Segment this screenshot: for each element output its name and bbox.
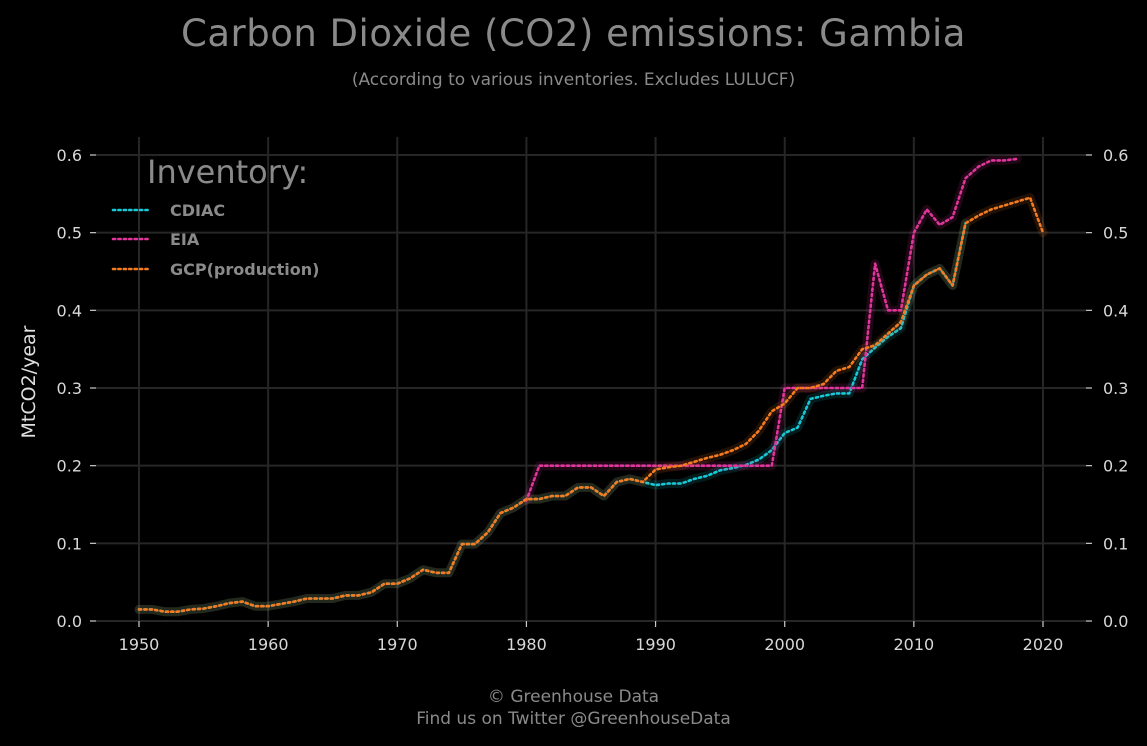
y-tick-label-right: 0.3 — [1103, 379, 1128, 398]
y-tick-label-left: 0.6 — [57, 146, 82, 165]
series-lines — [134, 154, 1048, 617]
y-tick-label-left: 0.2 — [57, 457, 82, 476]
x-tick-label: 1960 — [248, 635, 289, 654]
legend-label-2: EIA — [170, 230, 200, 249]
y-tick-label-right: 0.1 — [1103, 534, 1128, 553]
y-tick-label-left: 0.4 — [57, 301, 82, 320]
series-glow-2 — [521, 154, 1022, 506]
y-tick-label-right: 0.4 — [1103, 301, 1128, 320]
axes: 1950 1960 1970 1980 1990 2000 2010 2020 0.0 0.0 0.… — [18, 146, 1128, 654]
y-tick-label-left: 0.3 — [57, 379, 82, 398]
legend: Inventory: CDIAC EIA GCP(production) — [111, 153, 319, 279]
x-tick-label: 2000 — [764, 635, 805, 654]
x-tick-label: 1970 — [377, 635, 418, 654]
legend-label-3: GCP(production) — [170, 260, 319, 279]
x-tick-label: 1990 — [635, 635, 676, 654]
footer-twitter: Find us on Twitter @GreenhouseData — [416, 709, 731, 729]
x-tick-label: 2020 — [1023, 635, 1064, 654]
legend-label-1: CDIAC — [170, 201, 225, 220]
y-tick-label-left: 0.1 — [57, 534, 82, 553]
y-tick-label-right: 0.5 — [1103, 224, 1128, 243]
series-line-3 — [137, 196, 1045, 614]
chart-subtitle: (According to various inventories. Exclu… — [351, 70, 796, 90]
x-tick-label: 1950 — [119, 635, 160, 654]
legend-title: Inventory: — [147, 153, 308, 191]
y-tick-label-left: 0.0 — [57, 612, 82, 631]
y-tick-label-left: 0.5 — [57, 224, 82, 243]
series-line-1 — [137, 222, 967, 614]
grid — [96, 137, 1086, 622]
series-glow-1 — [134, 218, 970, 617]
y-axis-label: MtCO2/year — [18, 325, 40, 438]
chart-title: Carbon Dioxide (CO2) emissions: Gambia — [181, 12, 966, 55]
y-tick-label-right: 0.6 — [1103, 146, 1128, 165]
footer-copyright: © Greenhouse Data — [487, 687, 660, 707]
x-tick-label: 1980 — [506, 635, 547, 654]
y-tick-label-right: 0.0 — [1103, 612, 1128, 631]
series-line-2 — [525, 157, 1019, 502]
x-tick-label: 2010 — [893, 635, 934, 654]
y-tick-label-right: 0.2 — [1103, 457, 1128, 476]
